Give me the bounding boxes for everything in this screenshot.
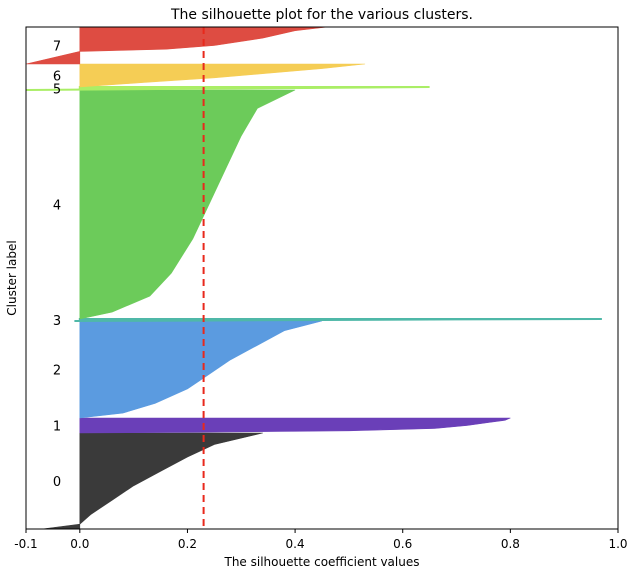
x-tick-label: 0.8 <box>501 537 520 551</box>
cluster-label-4: 4 <box>53 199 61 214</box>
cluster-label-1: 1 <box>53 420 61 435</box>
chart-title: The silhouette plot for the various clus… <box>170 7 473 23</box>
cluster-4-silhouette <box>79 89 296 320</box>
cluster-label-2: 2 <box>53 364 61 379</box>
cluster-5-silhouette <box>25 86 430 91</box>
cluster-label-5: 5 <box>53 83 61 98</box>
x-axis-ticks: -0.1 0.0 0.2 0.4 0.6 0.8 1.0 <box>14 529 628 551</box>
x-tick-label: 0.4 <box>286 537 305 551</box>
y-axis-label: Cluster label <box>5 240 19 315</box>
cluster-label-3: 3 <box>53 314 61 329</box>
cluster-0-silhouette <box>42 432 263 530</box>
plot-frame <box>25 26 619 530</box>
x-tick-label: -0.1 <box>14 537 37 551</box>
cluster-silhouettes <box>25 26 602 530</box>
cluster-label-6: 6 <box>53 70 61 85</box>
x-axis-label: The silhouette coefficient values <box>224 555 420 569</box>
x-tick-label: 0.0 <box>70 537 89 551</box>
cluster-label-0: 0 <box>53 475 61 490</box>
x-tick-label: 0.6 <box>393 537 412 551</box>
cluster-2-silhouette <box>79 320 323 419</box>
cluster-3-silhouette <box>74 318 602 322</box>
cluster-label-7: 7 <box>53 40 61 55</box>
cluster-1-silhouette <box>79 417 511 434</box>
cluster-7-silhouette <box>25 26 328 65</box>
x-tick-label: 0.2 <box>178 537 197 551</box>
cluster-labels: 0 1 2 3 4 56 7 <box>53 40 61 491</box>
cluster-6-silhouette <box>79 63 366 88</box>
x-tick-label: 1.0 <box>608 537 627 551</box>
